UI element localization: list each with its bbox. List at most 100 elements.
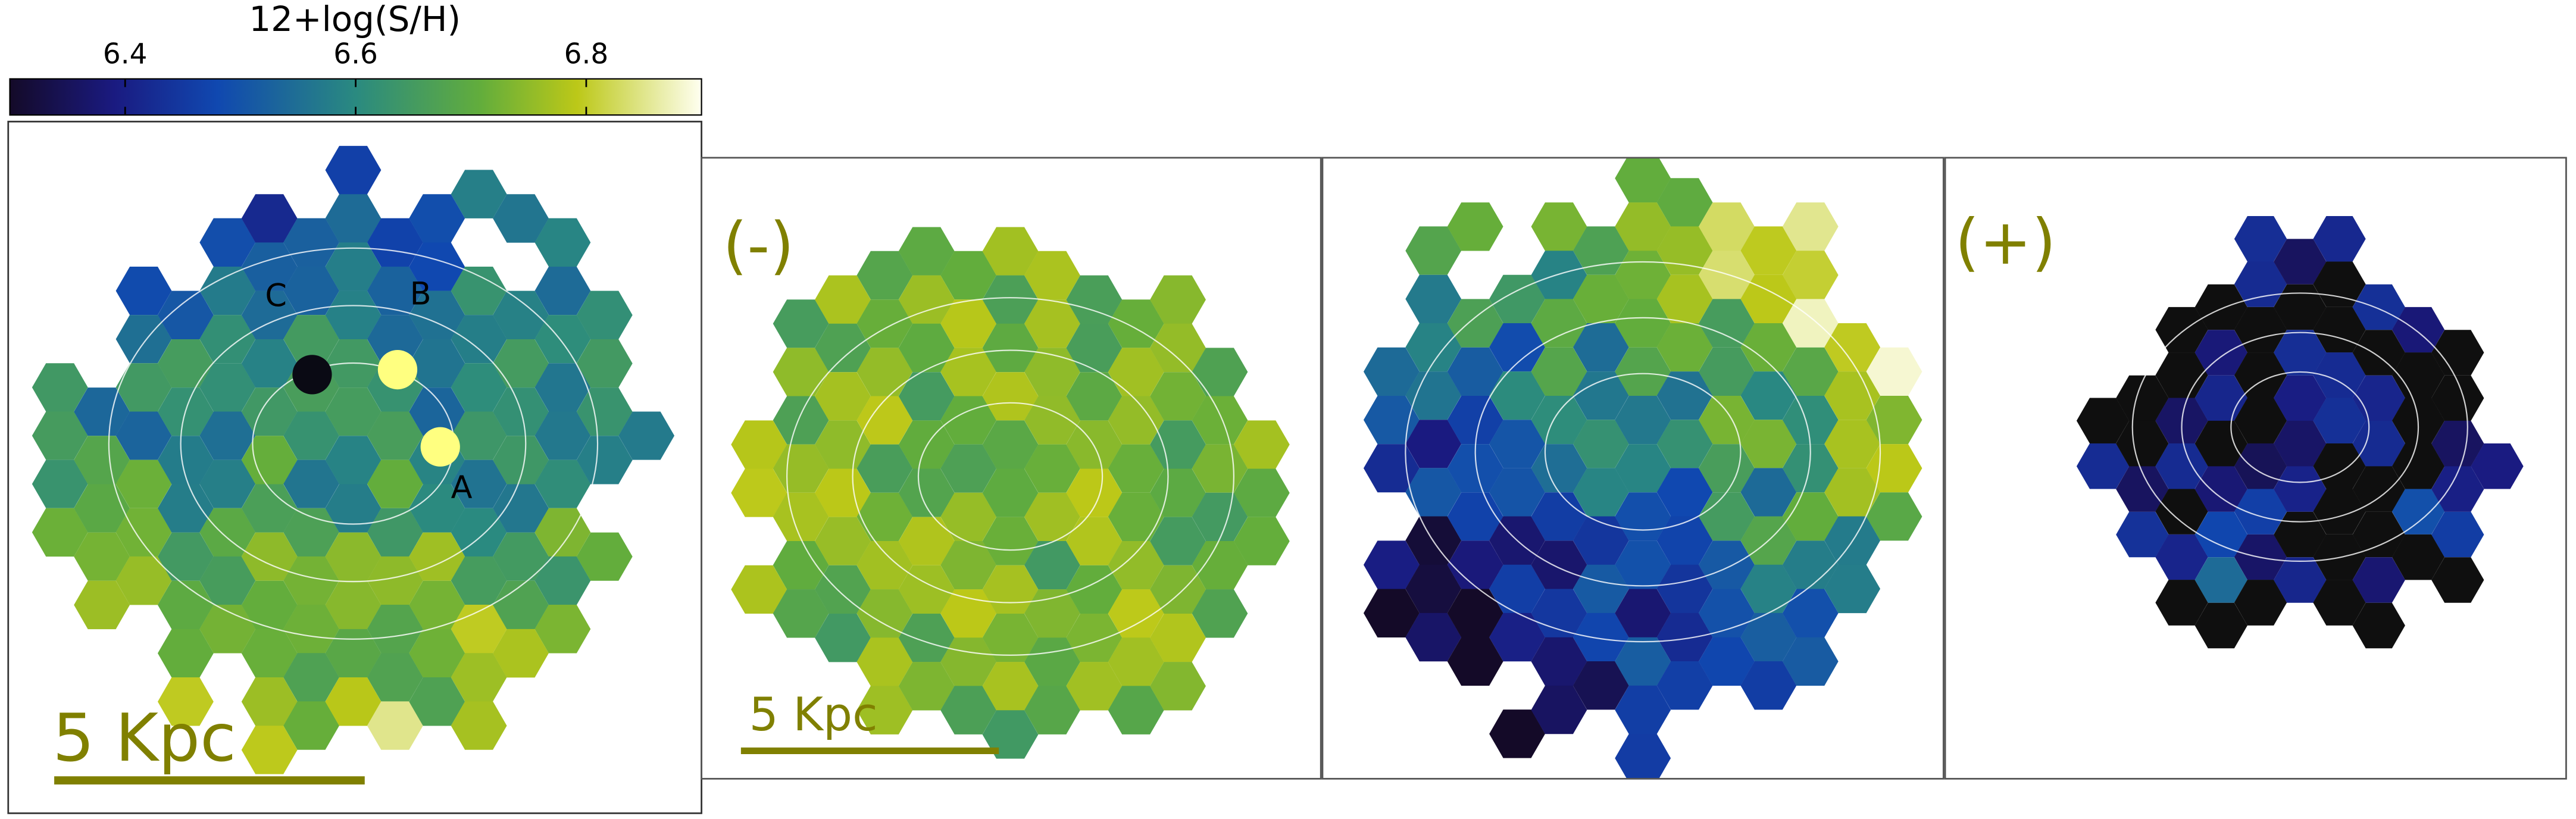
map-cell [856,637,913,686]
map-cell [815,565,871,614]
map-cell [940,348,997,396]
map-cell [409,677,465,726]
map-cell [367,653,423,702]
map-cell [1108,348,1164,396]
map-cell [451,411,507,460]
map-cell [534,363,591,412]
map-cell [1489,323,1545,372]
map-cell [409,580,465,630]
map-cell [2116,420,2169,467]
map-cell [2116,511,2169,558]
map-cell [283,701,339,750]
map-cell [1233,468,1290,517]
map-cell [325,629,382,678]
map-cell [1656,468,1713,517]
map-cell [1150,662,1206,711]
map-cell [2391,443,2445,489]
contour [1474,317,1811,587]
map-cell [1699,395,1755,445]
map-cell [1615,299,1671,348]
map-cell [2391,352,2445,398]
map-cell [856,540,913,590]
map-cell [1615,734,1671,779]
map-cell [2313,215,2366,262]
map-cell [2471,443,2524,489]
contour [852,349,1169,604]
map-cell [534,556,591,605]
map-cell [1699,347,1755,396]
map-cell [2313,398,2366,443]
map-cell [2076,398,2130,443]
map-cell [493,484,549,533]
map-cell [2352,420,2405,467]
contour [1544,373,1742,531]
map-cell [1782,299,1839,348]
map-cell [241,242,298,291]
map-cell [1656,274,1713,323]
map-cell [1782,395,1839,445]
scale-label: 5 Kpc [749,688,878,742]
map-cell [1573,468,1629,517]
map-cell [1024,686,1080,734]
map-cell [1740,226,1797,275]
map-cell [2076,443,2130,489]
map-cell [1108,540,1164,590]
map-cell [115,508,172,557]
colorbar-tick-label: 6.8 [564,37,609,70]
map-cell [493,194,549,243]
map-cell [898,323,955,373]
map-cell [1363,347,1420,396]
map-cell [982,420,1039,469]
map-cell [367,556,423,605]
map-cell [2194,511,2247,558]
map-cell [283,459,339,508]
map-cell [1782,540,1839,589]
map-cell [283,218,339,267]
map-cell [898,227,955,276]
contour [786,297,1235,656]
map-cell [241,436,298,484]
map-cell [1656,516,1713,565]
map-cell [898,517,955,565]
map-cell [898,275,955,324]
map-cell [241,532,298,581]
panel-frame [1321,157,1944,780]
map-cell [409,339,465,388]
map-cell [325,532,382,581]
map-cell [1740,468,1797,517]
map-cell [1405,564,1462,614]
map-cell [2313,261,2366,307]
map-cell [1192,396,1248,445]
map-cell [1192,348,1248,396]
map-cell [1066,420,1123,469]
map-cell [409,290,465,340]
map-cell [367,605,423,654]
map-cell [451,556,507,605]
map-cell [1108,637,1164,686]
map-cell [982,710,1039,759]
map-cell [534,411,591,460]
map-cell [241,290,298,340]
map-cell [451,267,507,315]
map-cell [1066,468,1123,517]
map-cell [115,556,172,605]
map-cell [2234,398,2287,443]
map-cell [1405,612,1462,662]
map-cell [325,387,382,436]
map-cell [576,532,633,581]
map-cell [1233,420,1290,469]
map-cell [1656,178,1713,227]
map-cell [2431,375,2484,421]
map-cell [1573,516,1629,565]
map-cell [32,459,88,508]
map-cell [1824,564,1881,614]
map-cell [1447,637,1503,686]
map-cell [1615,637,1671,686]
map-cell [1573,612,1629,662]
map-cell [1405,323,1462,372]
map-cell [1656,420,1713,468]
map-cell [2313,580,2366,626]
map-cell [1447,299,1503,348]
map-cell [856,348,913,396]
map-cell [1150,275,1206,324]
